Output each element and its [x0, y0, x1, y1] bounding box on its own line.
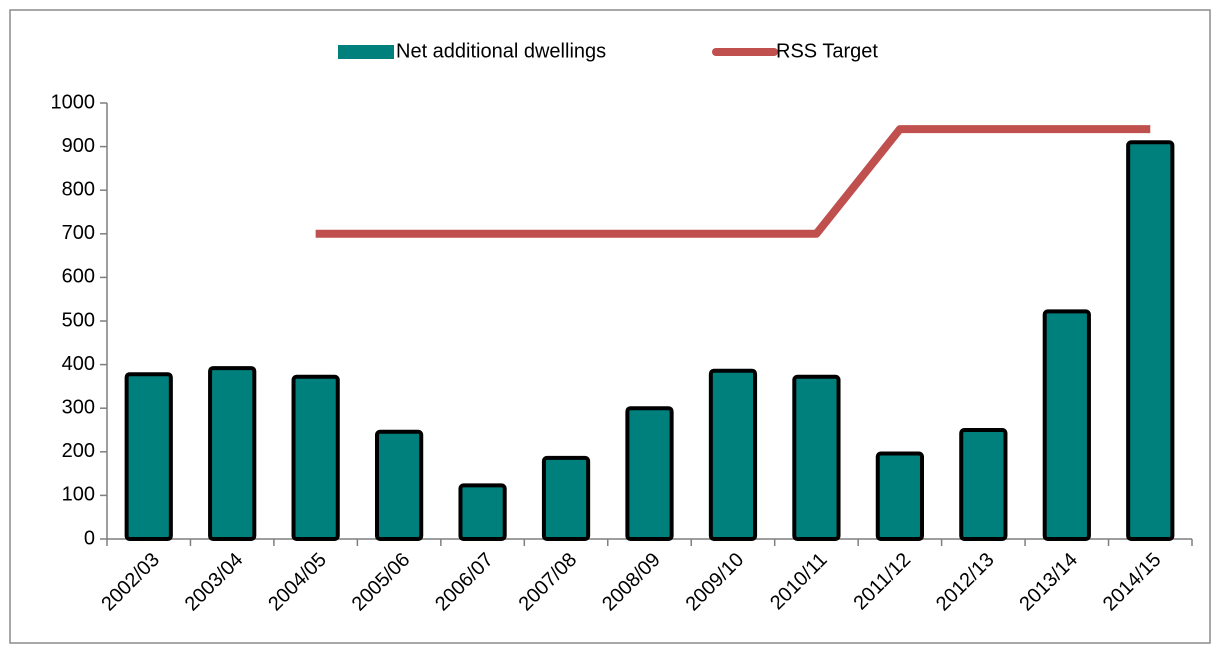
- bar: [374, 429, 424, 541]
- legend-label: RSS Target: [776, 40, 878, 62]
- y-tick-label: 0: [84, 527, 95, 549]
- legend-swatch: [338, 45, 394, 59]
- y-tick-label: 1000: [51, 91, 96, 113]
- bar: [1126, 140, 1175, 542]
- y-tick-label: 900: [62, 135, 95, 157]
- bar: [959, 428, 1008, 541]
- y-tick-label: 600: [62, 266, 95, 288]
- line: [315, 125, 1151, 238]
- bar: [1042, 309, 1091, 541]
- y-tick-label: 500: [62, 309, 95, 331]
- bar: [708, 368, 758, 542]
- legend-label: Net additional dwellings: [396, 40, 606, 62]
- y-tick-label: 300: [62, 396, 95, 418]
- bar: [124, 372, 173, 541]
- bar: [458, 483, 507, 542]
- chart-frame: [9, 9, 1211, 644]
- y-tick-label: 100: [62, 484, 95, 506]
- bar: [792, 374, 841, 542]
- y-tick-label: 200: [62, 440, 95, 462]
- bar: [541, 455, 591, 541]
- bar: [291, 374, 340, 542]
- bar: [625, 406, 674, 542]
- y-tick-label: 400: [62, 353, 95, 375]
- bar: [208, 366, 257, 542]
- y-tick-label: 700: [62, 222, 95, 244]
- bar: [875, 451, 925, 542]
- y-tick-label: 800: [62, 178, 95, 200]
